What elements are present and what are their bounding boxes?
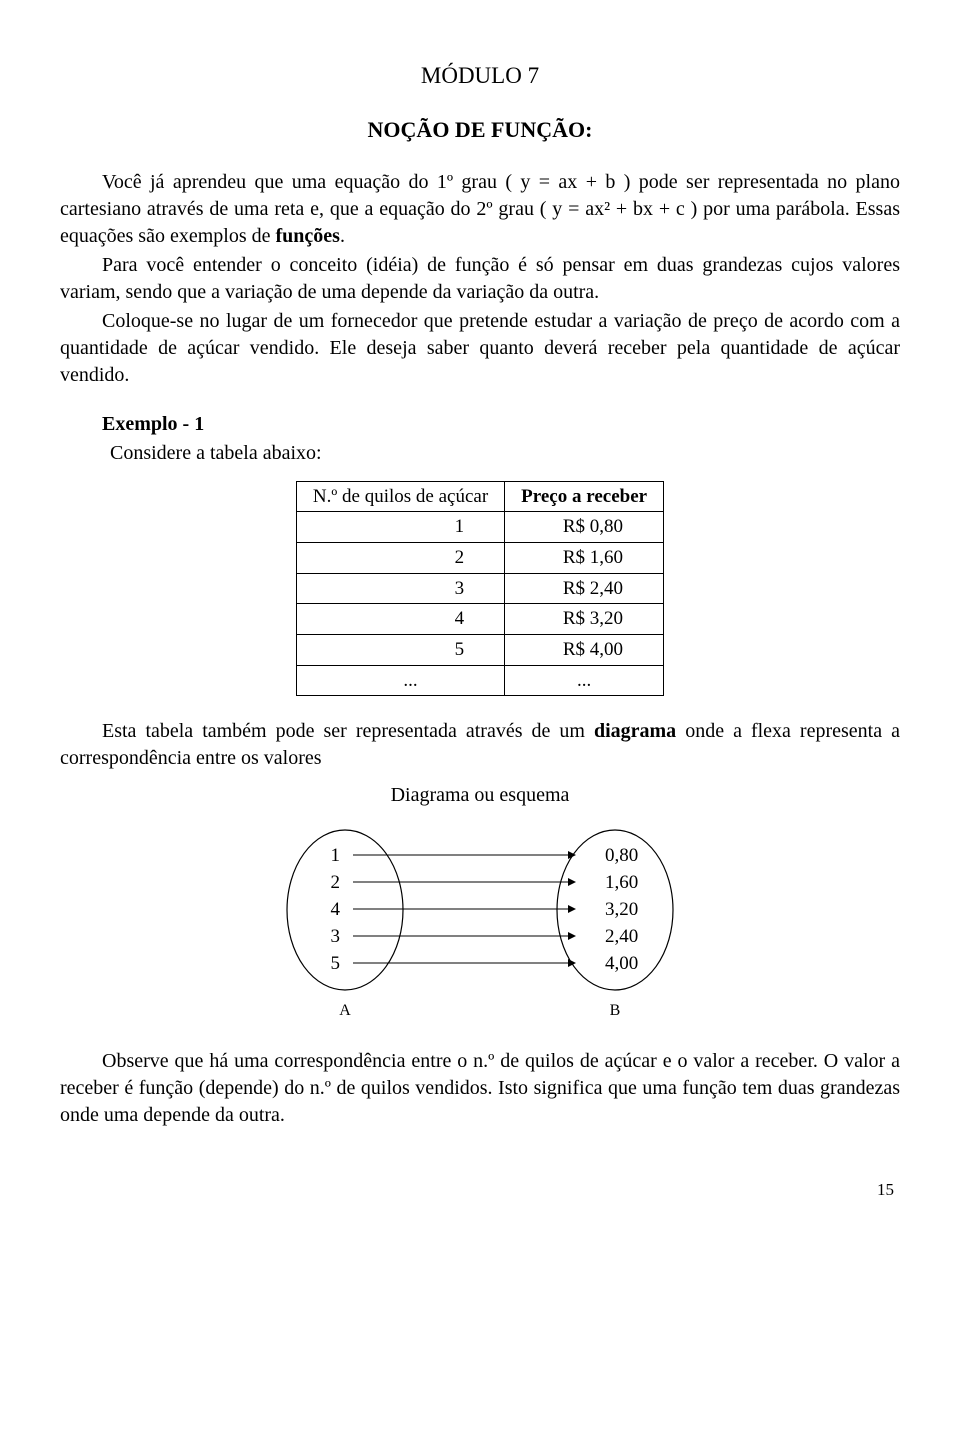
- svg-text:2,40: 2,40: [605, 926, 638, 947]
- table-header-col1: N.º de quilos de açúcar: [296, 481, 504, 512]
- svg-text:B: B: [610, 1002, 621, 1019]
- table-row: 4R$ 3,20: [296, 604, 663, 635]
- price-table: N.º de quilos de açúcar Preço a receber …: [296, 481, 664, 696]
- table-cell: ...: [505, 665, 664, 696]
- svg-text:0,80: 0,80: [605, 845, 638, 866]
- paragraph-after-diagram: Observe que há uma correspondência entre…: [60, 1048, 900, 1129]
- svg-text:2: 2: [331, 872, 341, 893]
- table-row: 5R$ 4,00: [296, 634, 663, 665]
- paragraph-2: Para você entender o conceito (idéia) de…: [60, 252, 900, 306]
- svg-text:3: 3: [331, 926, 341, 947]
- diagram-caption: Diagrama ou esquema: [60, 782, 900, 809]
- paragraph-after-table: Esta tabela também pode ser representada…: [60, 718, 900, 772]
- svg-text:5: 5: [331, 953, 341, 974]
- page-number: 15: [60, 1179, 900, 1202]
- paragraph-1-bold: funções: [275, 225, 339, 247]
- table-header-row: N.º de quilos de açúcar Preço a receber: [296, 481, 663, 512]
- table-cell: ...: [296, 665, 504, 696]
- paragraph-3: Coloque-se no lugar de um fornecedor que…: [60, 308, 900, 389]
- table-cell: R$ 2,40: [505, 573, 664, 604]
- table-cell: R$ 3,20: [505, 604, 664, 635]
- svg-text:4: 4: [331, 899, 341, 920]
- table-row: 3R$ 2,40: [296, 573, 663, 604]
- consider-label: Considere a tabela abaixo:: [60, 440, 900, 467]
- svg-text:1,60: 1,60: [605, 872, 638, 893]
- table-row: ......: [296, 665, 663, 696]
- paragraph-1-tail: .: [340, 225, 345, 247]
- paragraph-1: Você já aprendeu que uma equação do 1º g…: [60, 169, 900, 250]
- after-table-text-a: Esta tabela também pode ser representada…: [102, 720, 594, 742]
- table-header-col2: Preço a receber: [505, 481, 664, 512]
- table-cell: 1: [296, 512, 504, 543]
- paragraph-1-text: Você já aprendeu que uma equação do 1º g…: [60, 171, 900, 247]
- table-cell: 2: [296, 543, 504, 574]
- example-label: Exemplo - 1: [60, 411, 900, 438]
- table-row: 2R$ 1,60: [296, 543, 663, 574]
- table-cell: 5: [296, 634, 504, 665]
- table-cell: 4: [296, 604, 504, 635]
- svg-text:3,20: 3,20: [605, 899, 638, 920]
- table-row: 1R$ 0,80: [296, 512, 663, 543]
- mapping-diagram-svg: 1 0,80 2 1,60 4 3,20 3 2,40 5 4,00 A B: [245, 815, 715, 1030]
- table-cell: R$ 1,60: [505, 543, 664, 574]
- table-cell: 3: [296, 573, 504, 604]
- section-subtitle: NOÇÃO DE FUNÇÃO:: [60, 115, 900, 145]
- after-table-bold: diagrama: [594, 720, 676, 742]
- table-cell: R$ 4,00: [505, 634, 664, 665]
- svg-text:4,00: 4,00: [605, 953, 638, 974]
- mapping-diagram: 1 0,80 2 1,60 4 3,20 3 2,40 5 4,00 A B: [60, 815, 900, 1030]
- table-cell: R$ 0,80: [505, 512, 664, 543]
- svg-text:1: 1: [331, 845, 341, 866]
- svg-text:A: A: [339, 1002, 351, 1019]
- module-title: MÓDULO 7: [60, 60, 900, 91]
